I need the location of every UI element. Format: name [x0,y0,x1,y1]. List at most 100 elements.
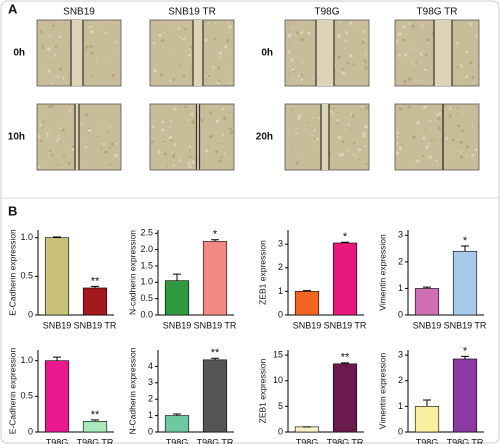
cell-texture [188,165,192,169]
cell-texture [62,155,66,158]
cell-texture [465,50,469,54]
cell-texture [361,40,365,44]
cell-texture [82,140,85,142]
y-axis-label: Vimentin expression [377,234,387,311]
cell-texture [151,125,155,129]
bar [414,406,440,433]
x-tick-label: SNB19 TR [324,320,367,330]
cell-texture [398,146,403,151]
cell-texture [58,134,60,137]
y-tick-label: 0 [28,309,33,319]
x-tick-label: T98G [296,437,319,444]
significance-marker: * [463,235,468,247]
cell-texture [287,72,290,75]
cell-texture [179,36,182,39]
cell-texture [65,144,68,146]
y-tick-label: 0 [398,426,403,436]
cell-texture [352,63,356,66]
cell-texture [287,50,291,54]
cell-texture [448,106,452,110]
cell-texture [456,42,459,45]
cell-texture [461,77,464,79]
cell-texture [396,131,399,135]
cell-texture [223,154,226,157]
cell-texture [229,32,231,34]
cell-texture [51,23,55,27]
cell-texture [295,161,299,165]
cell-texture [332,113,335,116]
cell-texture [105,151,109,154]
cell-texture [205,78,207,81]
cell-texture [48,34,52,38]
error-bar [173,273,181,281]
y-tick-label: 0.5 [20,271,33,281]
cell-texture [360,105,363,108]
cell-texture [216,81,220,85]
row-label: 20h [256,132,273,143]
cell-texture [185,109,188,111]
cell-texture [313,129,316,132]
cell-texture [37,165,41,169]
cell-texture [80,122,83,125]
cell-texture [293,126,295,129]
cell-texture [364,61,368,64]
cell-texture [58,67,63,72]
cell-texture [363,30,366,33]
cell-texture [347,123,351,126]
cell-texture [329,106,332,109]
wound-gap [196,104,200,170]
y-tick-label: 0 [398,309,403,319]
wound-gap [193,20,203,86]
cell-texture [226,39,230,43]
cell-texture [173,143,177,146]
cell-texture [228,127,232,131]
y-tick-label: 1 [278,286,283,296]
cell-texture [291,68,295,72]
cell-texture [337,111,340,114]
cell-texture [438,126,442,130]
cell-texture [345,31,349,35]
x-tick-label: T98G TR [327,437,364,444]
y-tick-label: 2 [398,375,403,385]
cell-texture [422,50,424,52]
cell-texture [402,25,406,29]
cell-texture [177,52,179,55]
cell-texture [336,118,340,122]
cell-texture [341,152,345,157]
cell-texture [102,142,106,146]
cell-texture [114,41,117,44]
column-label: T98G [314,7,339,18]
y-tick-label: 1 [398,283,403,293]
y-tick-label: 2 [148,394,153,404]
cell-texture [475,105,477,108]
cell-texture [227,68,229,70]
cell-texture [400,105,402,107]
y-tick-label: 0.5 [140,293,153,303]
y-axis-label: ZEB1 expression [257,358,267,423]
cell-texture [57,137,60,140]
error-bar [211,239,219,242]
cell-texture [80,163,82,166]
cell-texture [90,25,93,28]
x-tick-label: T98G TR [197,437,234,444]
cell-texture [95,60,98,63]
cell-texture [414,70,417,73]
x-tick-label: T98G [46,437,69,444]
x-tick-label: T98G [416,437,439,444]
column-label: T98G TR [417,7,458,18]
cell-texture [365,162,368,166]
cell-texture [339,21,342,24]
cell-texture [435,159,438,163]
cell-texture [342,71,344,74]
cell-texture [115,53,117,55]
cell-texture [408,162,410,164]
cell-texture [431,138,433,140]
cell-texture [401,143,404,146]
cell-texture [182,74,186,78]
error-bar [211,357,219,360]
cell-texture [59,80,61,82]
cell-texture [200,119,204,123]
cell-texture [472,157,475,160]
cell-texture [188,155,192,159]
cell-texture [85,45,89,49]
